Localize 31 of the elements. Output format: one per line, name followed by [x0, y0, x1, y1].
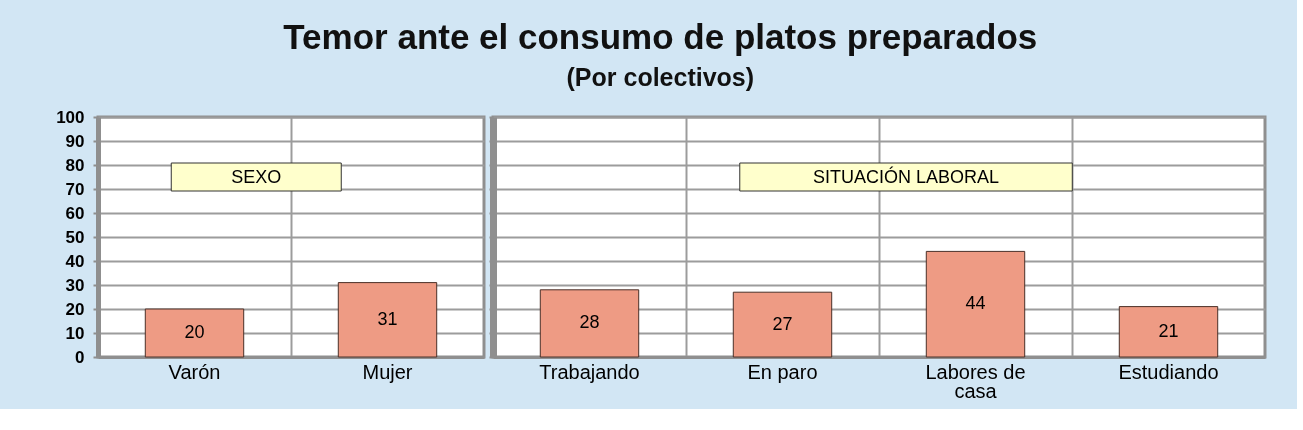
x-tick-label: En paro	[747, 360, 818, 383]
chart-subtitle: (Por colectivos)	[566, 62, 755, 91]
y-tick-label: 100	[56, 107, 85, 127]
chart-title: Temor ante el consumo de platos preparados	[283, 16, 1038, 56]
y-tick-label: 70	[65, 179, 85, 199]
data-label: 27	[772, 313, 793, 334]
y-tick-label: 50	[65, 227, 85, 247]
data-label: 21	[1158, 320, 1179, 341]
annotation: SITUACIÓN LABORAL	[813, 166, 1000, 187]
x-tick-label: Labores de casa	[925, 360, 1026, 402]
y-tick-label: 30	[65, 275, 85, 295]
y-tick-label: 40	[65, 251, 85, 271]
bar	[539, 289, 640, 358]
y-tick-label: 20	[65, 299, 85, 319]
bar	[925, 250, 1026, 358]
data-label: 44	[965, 293, 986, 314]
data-label: 28	[579, 312, 600, 333]
x-tick-label: Mujer	[362, 360, 413, 383]
y-tick-label: 0	[75, 347, 85, 367]
x-tick-label: Varón	[168, 360, 221, 383]
x-tick-label: Estudiando	[1118, 360, 1219, 383]
y-tick-label: 80	[65, 155, 85, 175]
x-tick-label: Trabajando	[539, 360, 640, 383]
bar	[1118, 306, 1219, 358]
y-tick-label: 10	[65, 323, 85, 343]
y-tick-label: 60	[65, 203, 85, 223]
bar	[732, 291, 833, 358]
annotation: SEXO	[231, 167, 282, 187]
data-label: 20	[184, 322, 205, 342]
data-label: 31	[377, 308, 398, 329]
y-tick-label: 90	[65, 131, 85, 151]
